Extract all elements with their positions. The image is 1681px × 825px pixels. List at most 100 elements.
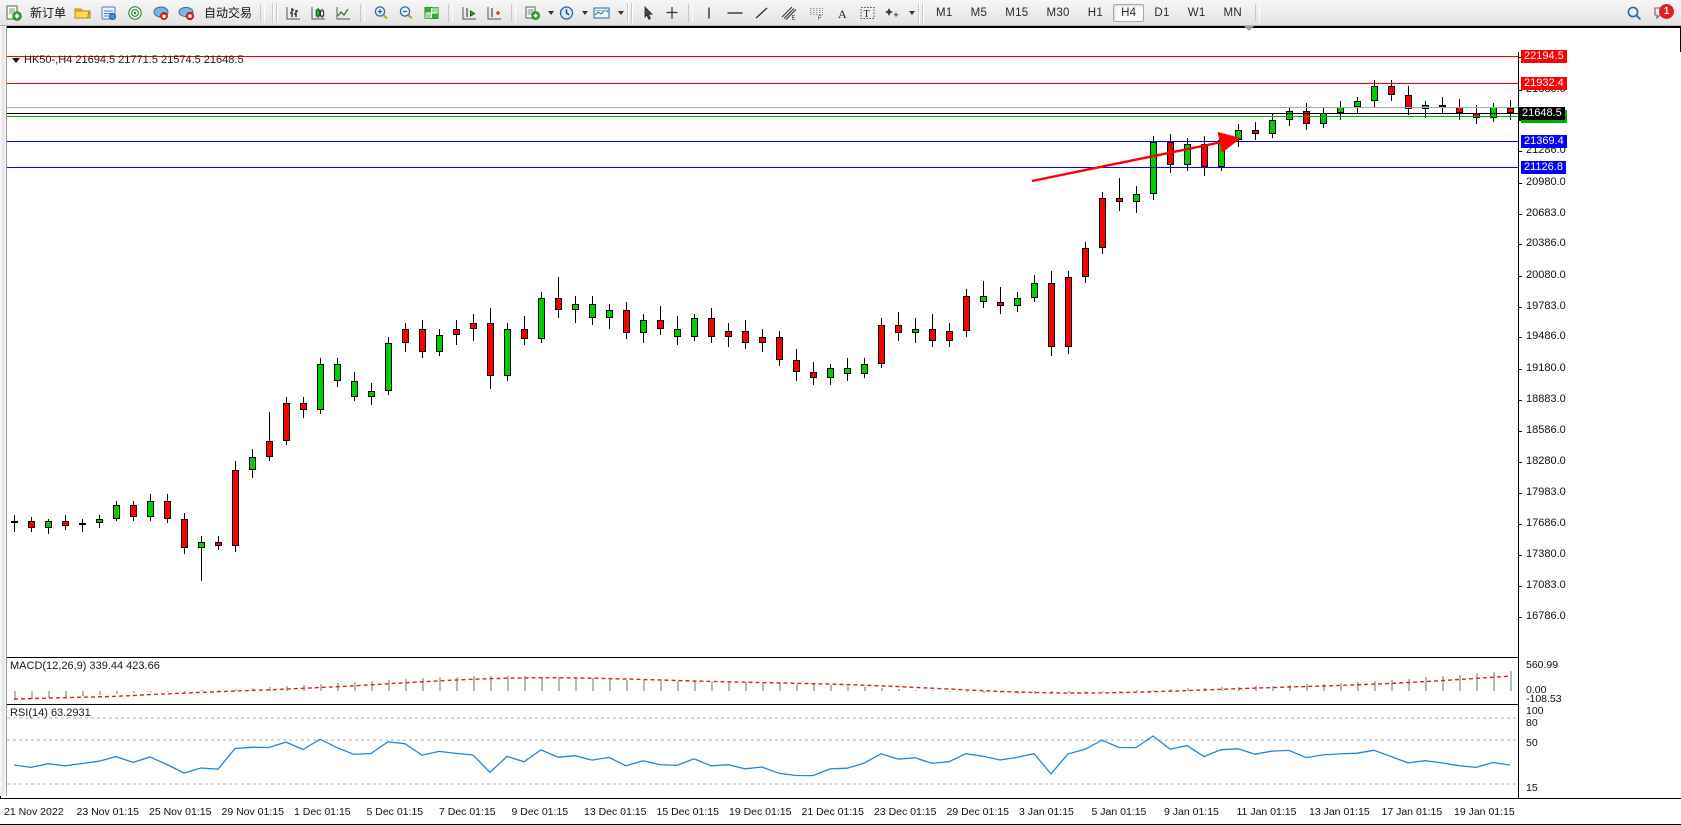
candlestick[interactable] — [810, 52, 819, 658]
candlestick[interactable] — [1473, 52, 1482, 658]
candlestick[interactable] — [79, 52, 88, 658]
time-axis[interactable]: 21 Nov 2022 23 Nov 01:15 25 Nov 01:15 29 No… — [0, 798, 1681, 824]
candlestick[interactable] — [827, 52, 836, 658]
period-button[interactable] — [555, 2, 578, 24]
timeframe-m1[interactable]: M1 — [936, 6, 953, 19]
candlestick[interactable] — [793, 52, 802, 658]
candlestick[interactable] — [878, 52, 887, 658]
period-dropdown-caret[interactable] — [582, 10, 589, 15]
candlestick[interactable] — [215, 52, 224, 658]
candlestick[interactable] — [844, 52, 853, 658]
candlestick[interactable] — [487, 52, 496, 658]
candlestick[interactable] — [147, 52, 156, 658]
candlestick[interactable] — [351, 52, 360, 658]
candlestick[interactable] — [1167, 52, 1176, 658]
candlestick[interactable] — [11, 52, 20, 658]
timeframe-w1[interactable]: W1 — [1187, 6, 1206, 19]
candlestick[interactable] — [232, 52, 241, 658]
notification-group[interactable]: 1 — [1653, 3, 1674, 22]
price-level-line-secondary[interactable] — [7, 107, 1518, 109]
auto-scroll-button[interactable] — [458, 2, 481, 24]
price-level-label[interactable]: 21126.8 — [1521, 160, 1566, 174]
zoom-out-button[interactable] — [395, 2, 418, 24]
candlestick[interactable] — [1354, 52, 1363, 658]
macd-panel[interactable] — [7, 657, 1518, 703]
price-level-line[interactable] — [7, 166, 1518, 168]
fibonacci-tool[interactable]: F — [804, 2, 830, 24]
templates-dropdown-caret[interactable] — [618, 10, 625, 15]
rsi-panel[interactable] — [7, 704, 1518, 798]
candlestick[interactable] — [1133, 52, 1142, 658]
equidistant-channel-tool[interactable]: E — [776, 2, 802, 24]
candlestick[interactable] — [725, 52, 734, 658]
objects-tool[interactable] — [881, 2, 905, 24]
toolbar-grip[interactable] — [272, 2, 279, 23]
candlestick[interactable] — [1337, 52, 1346, 658]
candlestick[interactable] — [1184, 52, 1193, 658]
crosshair-tool[interactable] — [661, 2, 683, 24]
candlestick[interactable] — [266, 52, 275, 658]
candlestick[interactable] — [62, 52, 71, 658]
candlestick[interactable] — [1439, 52, 1448, 658]
candlestick[interactable] — [1218, 52, 1227, 658]
candlestick[interactable] — [589, 52, 598, 658]
candlestick[interactable] — [198, 52, 207, 658]
market-watch-button[interactable] — [71, 2, 95, 24]
price-level-line[interactable] — [7, 56, 1518, 57]
candlestick[interactable] — [1116, 52, 1125, 658]
candlestick[interactable] — [300, 52, 309, 658]
candlestick[interactable] — [334, 52, 343, 658]
candlestick[interactable] — [283, 52, 292, 658]
candlestick[interactable] — [1388, 52, 1397, 658]
candlestick[interactable] — [1201, 52, 1210, 658]
timeframe-m5[interactable]: M5 — [970, 6, 988, 19]
candlestick[interactable] — [691, 52, 700, 658]
candlestick[interactable] — [963, 52, 972, 658]
tile-windows-button[interactable] — [420, 2, 443, 24]
indicators-dropdown-caret[interactable] — [548, 10, 555, 15]
candlestick[interactable] — [402, 52, 411, 658]
candlestick[interactable] — [861, 52, 870, 658]
candlestick[interactable] — [657, 52, 666, 658]
candlestick[interactable] — [929, 52, 938, 658]
candlestick[interactable] — [1286, 52, 1295, 658]
candlestick[interactable] — [521, 52, 530, 658]
candlestick[interactable] — [419, 52, 428, 658]
candlestick[interactable] — [912, 52, 921, 658]
horizontal-line-tool[interactable] — [722, 2, 748, 24]
candlestick[interactable] — [1371, 52, 1380, 658]
timeframe-mn[interactable]: MN — [1223, 6, 1243, 19]
candlestick[interactable] — [606, 52, 615, 658]
timeframe-h4[interactable]: H4 — [1113, 3, 1145, 22]
candlestick[interactable] — [895, 52, 904, 658]
candlestick[interactable] — [1065, 52, 1074, 658]
trendline-tool[interactable] — [750, 2, 774, 24]
candlestick[interactable] — [436, 52, 445, 658]
data-window-button[interactable] — [97, 2, 121, 24]
candlestick[interactable] — [1048, 52, 1057, 658]
candlestick[interactable] — [317, 52, 326, 658]
candlestick[interactable] — [113, 52, 122, 658]
price-level-label[interactable]: 21932.4 — [1521, 77, 1567, 91]
new-order-button[interactable] — [3, 2, 25, 24]
candlestick[interactable] — [368, 52, 377, 658]
candlestick[interactable] — [674, 52, 683, 658]
price-level-label[interactable]: 21369.4 — [1521, 135, 1567, 149]
candlestick[interactable] — [980, 52, 989, 658]
candlestick[interactable] — [504, 52, 513, 658]
timeframe-d1[interactable]: D1 — [1154, 6, 1170, 19]
candlestick[interactable] — [708, 52, 717, 658]
price-level-line[interactable] — [7, 83, 1518, 85]
candlestick[interactable] — [742, 52, 751, 658]
bar-chart-button[interactable] — [282, 2, 305, 24]
candlestick[interactable] — [96, 52, 105, 658]
candlestick[interactable] — [164, 52, 173, 658]
candlestick[interactable] — [1252, 52, 1261, 658]
navigator-button[interactable] — [123, 2, 147, 24]
candlestick[interactable] — [1320, 52, 1329, 658]
candlestick[interactable] — [45, 52, 54, 658]
templates-button[interactable] — [589, 2, 614, 24]
text-tool[interactable]: A — [832, 2, 854, 24]
candlestick[interactable] — [1150, 52, 1159, 658]
candlestick[interactable] — [538, 52, 547, 658]
